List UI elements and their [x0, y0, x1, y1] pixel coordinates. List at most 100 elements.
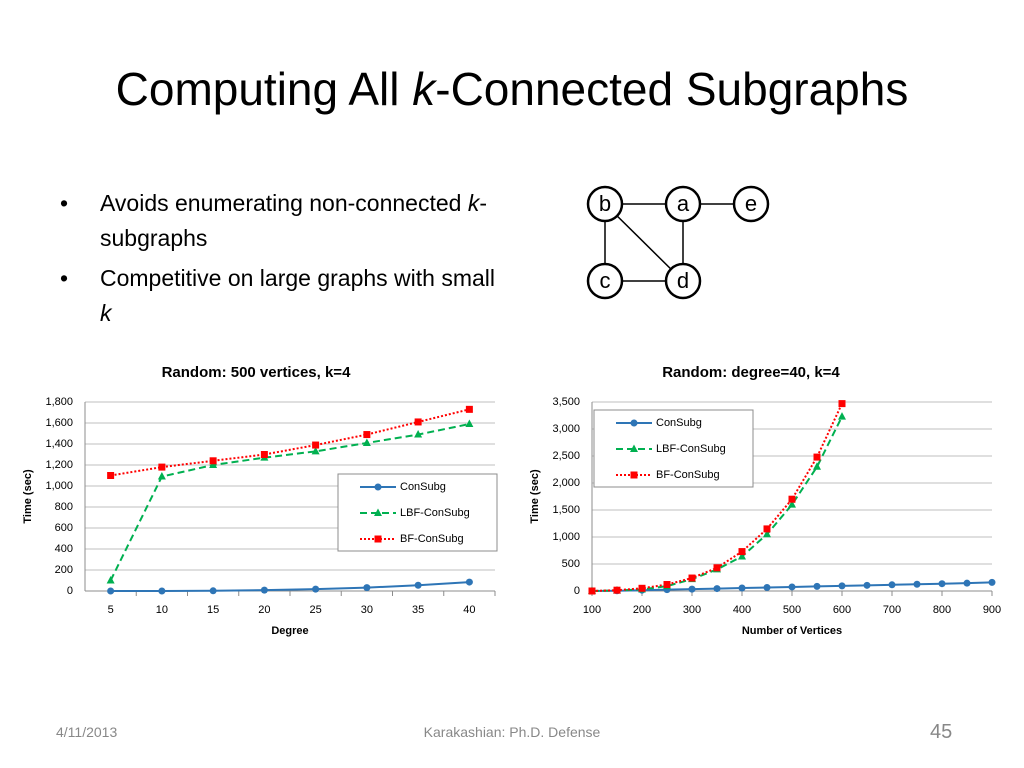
slide-title: Computing All k-Connected Subgraphs [0, 62, 1024, 116]
edge [604, 203, 684, 282]
point [838, 400, 846, 408]
point [888, 581, 896, 589]
x-tick-label: 900 [983, 604, 1001, 616]
point [107, 472, 115, 479]
point [107, 587, 115, 595]
point [788, 583, 796, 591]
x-tick-label: 100 [583, 604, 601, 616]
point [638, 584, 646, 592]
legend-label: LBF-ConSubg [656, 443, 726, 455]
legend-marker [374, 508, 382, 516]
point [763, 529, 771, 538]
series-line [110, 581, 470, 592]
y-axis-label: Time (sec) [529, 469, 541, 524]
series-line [591, 416, 843, 592]
point [157, 472, 166, 480]
x-tick-label: 700 [883, 604, 901, 616]
bullet-text: Avoids enumerating non-connected [100, 190, 468, 216]
y-tick-label: 2,000 [552, 477, 580, 489]
point [663, 581, 671, 589]
legend-marker [630, 419, 638, 427]
node [664, 262, 702, 300]
point [465, 419, 474, 428]
point [106, 576, 115, 584]
point [838, 412, 846, 420]
bullet-italic: k [467, 190, 480, 216]
node-label: c [600, 268, 611, 293]
chart-title: Random: 500 vertices, k=4 [162, 364, 352, 381]
node-label: b [599, 191, 611, 216]
x-tick-label: 200 [633, 604, 651, 616]
point [312, 441, 320, 449]
x-tick-label: 500 [783, 604, 801, 616]
legend-marker [630, 471, 638, 479]
point [260, 586, 268, 594]
legend-label: ConSubg [400, 481, 446, 493]
y-tick-label: 0 [574, 585, 580, 597]
point [260, 451, 268, 458]
point [588, 587, 596, 595]
point [713, 585, 721, 593]
y-tick-label: 800 [55, 501, 73, 513]
x-tick-label: 5 [108, 604, 114, 616]
point [738, 551, 746, 560]
legend-label: BF-ConSubg [656, 469, 720, 481]
y-tick-label: 1,400 [45, 438, 73, 450]
point [988, 578, 996, 586]
point [465, 405, 473, 413]
legend-marker [374, 483, 382, 491]
x-tick-label: 30 [361, 604, 373, 616]
y-tick-label: 2,500 [552, 450, 580, 462]
page-number: 45 [930, 721, 953, 743]
graph-diagram [586, 185, 770, 300]
x-tick-label: 400 [733, 604, 751, 616]
bullet-list: Avoids enumerating non-connected k-subgr… [60, 186, 500, 336]
y-tick-label: 1,000 [552, 531, 580, 543]
y-tick-label: 1,800 [45, 396, 73, 408]
x-tick-label: 10 [156, 604, 168, 616]
point [788, 495, 796, 503]
y-tick-label: 400 [55, 543, 73, 555]
node-label: e [745, 191, 757, 216]
y-tick-label: 3,000 [552, 423, 580, 435]
y-tick-label: 500 [562, 558, 580, 570]
x-tick-label: 800 [933, 604, 951, 616]
series-line [110, 408, 470, 477]
title-italic: k [412, 63, 436, 115]
point [938, 580, 946, 588]
point [158, 587, 166, 595]
point [414, 418, 422, 426]
point [209, 457, 217, 465]
bullet: Avoids enumerating non-connected k-subgr… [60, 186, 500, 256]
point [465, 578, 473, 586]
y-tick-label: 1,600 [45, 417, 73, 429]
series-line [109, 423, 470, 581]
point [738, 584, 746, 592]
point [363, 431, 371, 439]
point [838, 582, 846, 590]
point [209, 587, 217, 595]
node [664, 185, 702, 223]
legend-label: LBF-ConSubg [400, 507, 470, 519]
bullet: Competitive on large graphs with small k [60, 261, 500, 331]
node [732, 185, 770, 223]
y-axis-label: Time (sec) [22, 469, 34, 524]
legend-label: ConSubg [656, 417, 702, 429]
point [813, 453, 821, 461]
bullet-text: Competitive on large graphs with small [100, 265, 496, 291]
chart-title: Random: degree=40, k=4 [662, 364, 840, 381]
title-text: Computing All [115, 63, 413, 115]
y-tick-label: 1,500 [552, 504, 580, 516]
point [813, 582, 821, 590]
x-axis-label: Degree [271, 625, 308, 637]
y-tick-label: 0 [67, 585, 73, 597]
point [414, 581, 422, 589]
y-tick-label: 600 [55, 522, 73, 534]
x-tick-label: 35 [412, 604, 424, 616]
footer-center: Karakashian: Ph.D. Defense [423, 724, 601, 740]
node-label: a [677, 191, 690, 216]
footer-date: 4/11/2013 [56, 724, 118, 740]
point [738, 548, 746, 556]
x-tick-label: 40 [463, 604, 475, 616]
